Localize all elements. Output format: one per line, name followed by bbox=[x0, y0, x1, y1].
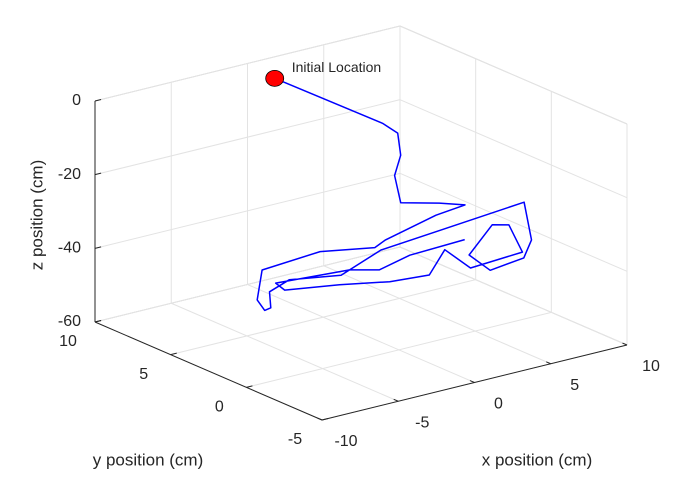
y-tick bbox=[321, 418, 329, 421]
y-axis-label: y position (cm) bbox=[93, 450, 204, 469]
z-tick bbox=[94, 99, 102, 102]
x-tick bbox=[546, 361, 551, 365]
z-tick bbox=[94, 320, 102, 323]
x-tick-label: 5 bbox=[570, 377, 579, 394]
y-tick-label: -5 bbox=[288, 431, 302, 448]
z-tick-label: 0 bbox=[72, 92, 81, 109]
z-tick-label: -20 bbox=[58, 166, 81, 183]
y-axis bbox=[94, 321, 323, 421]
start-marker bbox=[265, 69, 285, 87]
grid-line bbox=[94, 246, 401, 323]
grid-line bbox=[399, 246, 628, 346]
grid-line bbox=[399, 25, 628, 125]
x-tick bbox=[469, 380, 475, 383]
grid-line bbox=[170, 279, 476, 356]
grid-line bbox=[94, 25, 401, 102]
trajectory bbox=[256, 77, 533, 312]
z-tick bbox=[94, 246, 102, 249]
grid-line bbox=[94, 172, 401, 249]
x-axis-label: x position (cm) bbox=[482, 450, 593, 469]
x-tick bbox=[317, 417, 323, 421]
z-tick-label: -60 bbox=[58, 313, 81, 330]
x-tick bbox=[622, 342, 628, 346]
grid-line bbox=[399, 99, 628, 199]
x-tick-label: -10 bbox=[334, 433, 357, 450]
grid-line bbox=[323, 265, 551, 365]
x-tick-label: 0 bbox=[494, 396, 503, 413]
x-tick-label: 10 bbox=[642, 358, 660, 375]
y-tick bbox=[246, 385, 253, 388]
z-tick bbox=[94, 172, 102, 176]
z-axis-label: z position (cm) bbox=[27, 160, 46, 271]
y-tick-label: 0 bbox=[215, 399, 224, 416]
y-tick-label: 10 bbox=[59, 333, 77, 350]
y-tick-label: 5 bbox=[139, 366, 148, 383]
x-tick-label: -5 bbox=[415, 414, 429, 431]
grid-line bbox=[246, 311, 552, 388]
y-tick bbox=[170, 352, 177, 356]
z-tick-label: -40 bbox=[58, 240, 81, 257]
grid-line bbox=[247, 284, 475, 383]
annotation: Initial Location bbox=[292, 59, 382, 75]
grid-line bbox=[171, 302, 399, 402]
x-tick bbox=[393, 398, 399, 402]
grid-line bbox=[399, 172, 628, 272]
grid-line bbox=[94, 99, 401, 176]
